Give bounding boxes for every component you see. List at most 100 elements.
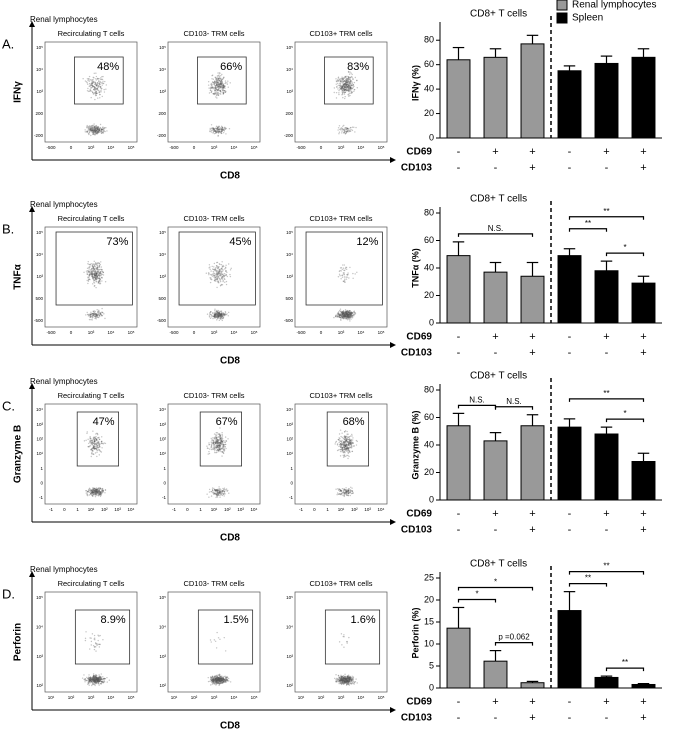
flow-dot <box>93 438 95 441</box>
bar <box>446 59 471 139</box>
flow-dot <box>338 316 340 318</box>
flow-dot <box>93 281 95 283</box>
flow-dot <box>340 440 343 443</box>
flow-dot <box>216 446 219 449</box>
flow-dot <box>216 81 218 83</box>
flow-dot <box>219 444 222 447</box>
flow-dot <box>91 79 94 81</box>
flow-dot <box>214 442 217 445</box>
flow-dot <box>93 128 95 131</box>
flow-dot <box>223 492 226 494</box>
flow-dot <box>213 266 215 268</box>
flow-dots <box>333 70 359 135</box>
flow-dot <box>90 640 93 643</box>
flow-dot <box>219 442 221 444</box>
flow-title: Recirculating T cells <box>58 391 125 400</box>
flow-dot <box>219 638 221 641</box>
flow-dot <box>347 80 349 82</box>
flow-dot <box>94 637 96 639</box>
flow-dot <box>346 131 348 133</box>
flow-dot <box>104 130 106 133</box>
flow-dot <box>102 311 104 314</box>
flow-dot <box>99 487 101 489</box>
flow-dot <box>212 317 214 320</box>
flow-dot <box>211 265 213 268</box>
flow-dot <box>220 80 222 82</box>
flow-dot <box>92 76 94 79</box>
flow-dot <box>101 127 104 129</box>
flow-dot <box>353 313 355 316</box>
flow-dot <box>342 313 344 315</box>
flow-dot <box>215 127 217 130</box>
flow-dot <box>97 127 100 130</box>
flow-dot <box>343 80 345 82</box>
flow-dot <box>94 267 96 270</box>
flow-dot <box>353 89 355 91</box>
y-tick-label: 60 <box>424 59 434 69</box>
flow-dot <box>91 493 93 495</box>
flow-dot <box>221 86 223 89</box>
flow-dot <box>352 83 355 86</box>
flow-dot <box>91 82 93 85</box>
flow-dot <box>95 274 97 276</box>
flow-dot <box>99 93 101 96</box>
flow-dot <box>217 127 219 129</box>
flow-dot <box>216 315 219 317</box>
flow-dot <box>355 126 357 129</box>
flow-dot <box>345 317 347 319</box>
flow-dot <box>93 273 95 276</box>
flow-dot <box>213 489 216 491</box>
flow-dot <box>345 314 347 316</box>
flow-dot <box>93 436 95 438</box>
flow-dot <box>97 127 99 129</box>
flow-dot <box>343 83 345 85</box>
flow-dot <box>101 280 103 282</box>
flow-dot <box>338 314 341 316</box>
condition-name: CD103 <box>401 163 433 174</box>
flow-dot <box>97 97 99 99</box>
flow-dot <box>213 83 216 85</box>
flow-dot <box>92 93 95 95</box>
flow-dot <box>348 318 350 321</box>
flow-dot <box>208 444 210 446</box>
flow-dot <box>98 273 100 275</box>
flow-dot <box>100 130 102 133</box>
flow-dot <box>104 317 106 320</box>
flow-dot <box>218 268 221 271</box>
flow-dot <box>217 80 220 82</box>
flow-dot <box>348 311 350 314</box>
flow-dot <box>217 273 219 275</box>
flow-dot <box>220 448 222 450</box>
flow-dot <box>218 444 221 446</box>
flow-dot <box>216 494 218 496</box>
flow-dot <box>216 493 218 496</box>
flow-dot <box>222 449 225 451</box>
flow-dot <box>92 437 95 440</box>
flow-dot <box>227 315 229 317</box>
flow-dot <box>210 270 212 272</box>
flow-dot <box>339 83 342 85</box>
flow-dot <box>93 77 95 79</box>
flow-dot <box>345 266 347 269</box>
flow-dot <box>95 129 98 131</box>
flow-dot <box>93 123 95 125</box>
flow-dot <box>101 273 103 276</box>
flow-dot <box>340 80 342 82</box>
flow-dot <box>88 278 90 281</box>
flow-dot <box>86 273 88 276</box>
flow-dot <box>220 313 223 315</box>
flow-dot <box>342 316 344 318</box>
flow-dot <box>343 438 346 440</box>
flow-x-tick: 10³ <box>338 330 345 335</box>
significance-label: N.S. <box>488 224 504 233</box>
flow-dot <box>340 313 342 315</box>
flow-dot <box>86 90 89 92</box>
flow-dot <box>340 317 342 319</box>
flow-dot <box>217 130 219 133</box>
flow-dot <box>214 270 216 272</box>
flow-dot <box>222 313 224 315</box>
flow-dot <box>95 433 97 435</box>
flow-dot <box>225 127 227 130</box>
flow-dot <box>91 684 93 687</box>
flow-dot <box>222 488 225 491</box>
